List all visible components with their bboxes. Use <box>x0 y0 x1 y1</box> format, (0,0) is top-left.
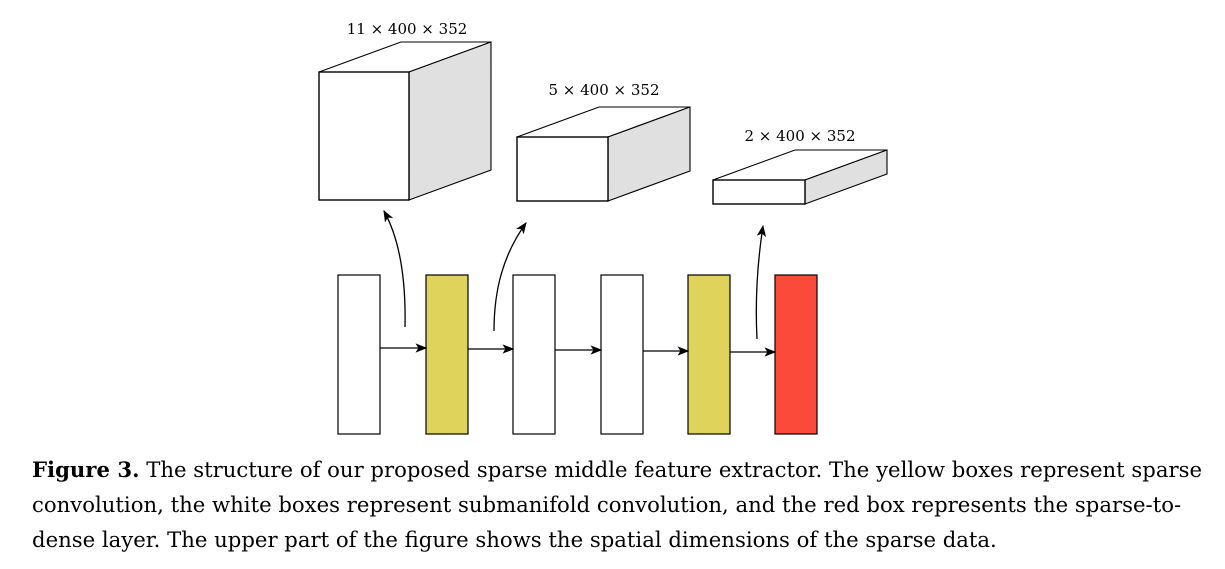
caption-text: The structure of our proposed sparse mid… <box>32 457 1202 552</box>
tensor-volume-3: 2 × 400 × 352 <box>712 127 888 205</box>
figure-caption: Figure 3. The structure of our proposed … <box>32 452 1202 557</box>
tensor-dimension-label: 2 × 400 × 352 <box>744 127 855 145</box>
tensor-dimension-label: 11 × 400 × 352 <box>347 20 468 38</box>
tensor-volume-1: 11 × 400 × 352 <box>318 20 492 201</box>
layer-submanifold-conv-3 <box>600 274 644 435</box>
layer-submanifold-conv-1 <box>337 274 381 435</box>
tensor-dimension-label: 5 × 400 × 352 <box>548 81 659 99</box>
output-arrow-3 <box>755 224 767 340</box>
output-arrow-2 <box>493 222 527 332</box>
figure-label: Figure 3. <box>32 457 140 482</box>
network-diagram: 11 × 400 × 352 5 × 400 × 352 2 × 400 × 3… <box>318 20 888 435</box>
output-arrow-1 <box>383 209 406 328</box>
layer-sparse-to-dense <box>774 274 818 435</box>
layer-submanifold-conv-2 <box>512 274 556 435</box>
layer-sparse-conv-1 <box>425 274 469 435</box>
layer-sparse-conv-2 <box>687 274 731 435</box>
tensor-volume-2: 5 × 400 × 352 <box>516 81 691 202</box>
